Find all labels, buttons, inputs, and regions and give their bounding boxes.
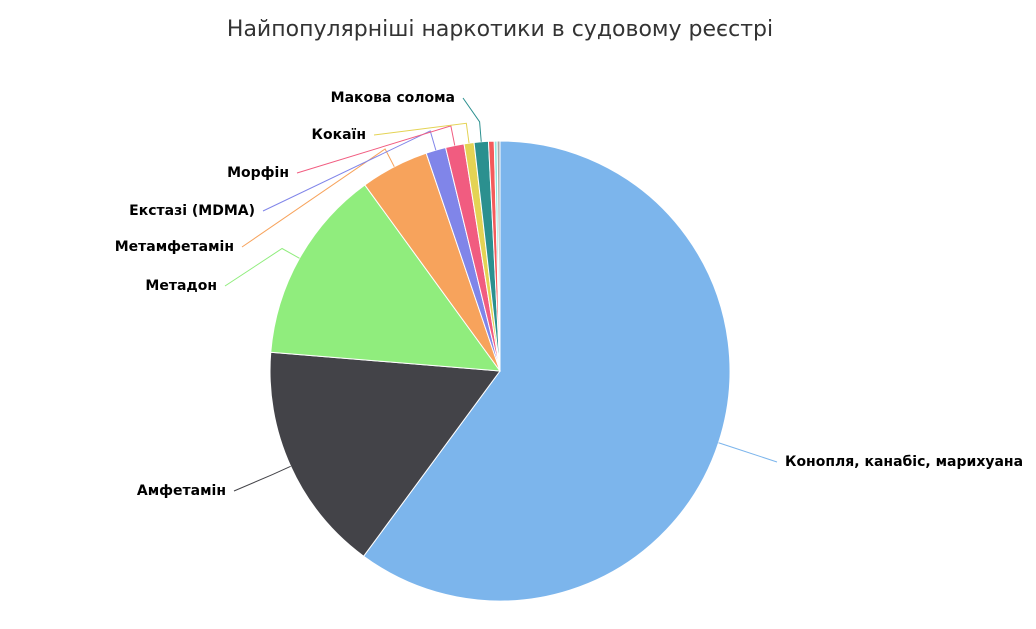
connector <box>462 97 482 142</box>
slice-label: Амфетамін <box>137 483 226 499</box>
connector <box>373 122 470 144</box>
slice-label: Конопля, канабіс, марихуана <box>785 454 1023 470</box>
pie-slice <box>362 140 731 602</box>
connector <box>718 442 778 463</box>
connector <box>296 125 456 174</box>
connector <box>224 247 300 287</box>
connector <box>241 148 395 248</box>
slice-label: Макова солома <box>331 90 455 106</box>
pie-slice <box>496 140 501 372</box>
connector <box>233 465 291 492</box>
chart-title: Найпопулярніші наркотики в судовому реєс… <box>227 17 773 42</box>
connector <box>262 130 437 212</box>
slice-label: Метамфетамін <box>115 239 234 255</box>
slice-label: Кокаїн <box>312 127 366 143</box>
slice-label: Екстазі (MDMA) <box>129 203 255 219</box>
slice-label: Метадон <box>145 278 217 294</box>
pie-slice <box>269 351 501 557</box>
slice-label: Морфін <box>227 165 289 181</box>
